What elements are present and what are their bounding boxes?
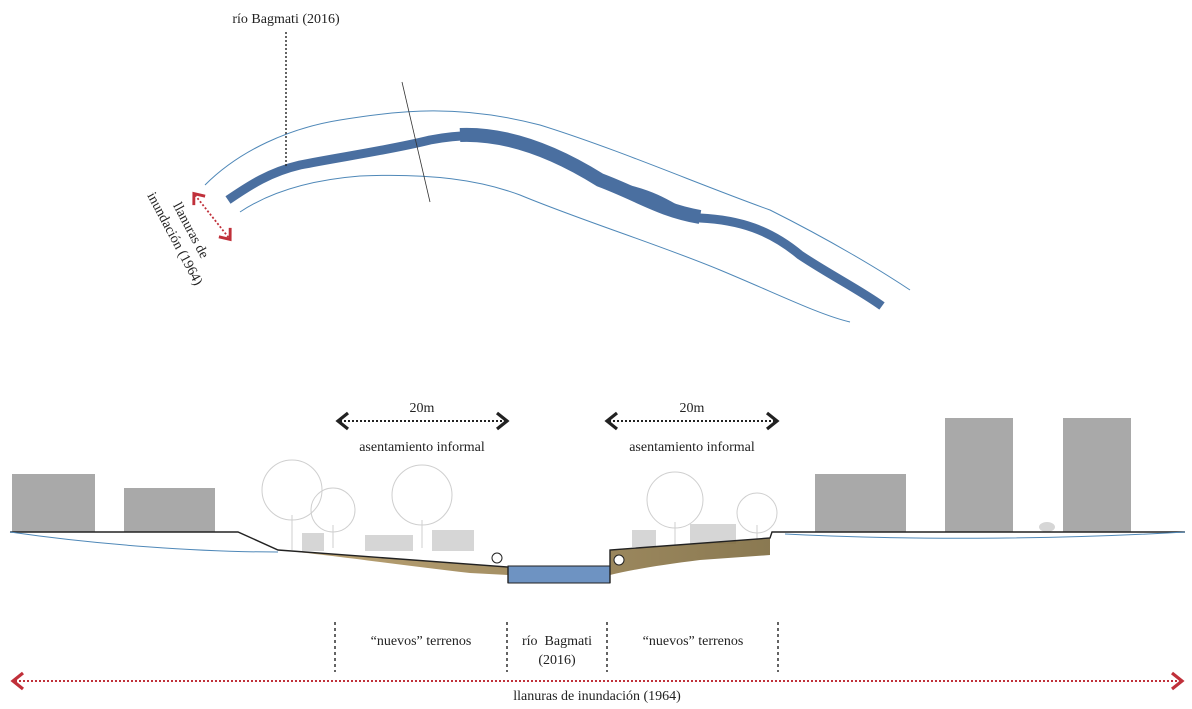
river-label: río Bagmati (2016) — [232, 12, 340, 27]
houses — [302, 522, 1055, 551]
trees — [261, 459, 778, 550]
section-cut — [401, 81, 431, 203]
zone-label: “nuevos” terrenos — [643, 634, 744, 649]
zone-label: “nuevos” terrenos — [371, 634, 472, 649]
plan: río Bagmati (2016) llanuras de inundació… — [143, 12, 911, 323]
floodplain-edge — [239, 174, 851, 323]
floodplain-arrow — [192, 191, 232, 242]
river-wide — [459, 127, 702, 224]
river-zone-label: río Bagmati — [522, 634, 592, 649]
ground — [10, 531, 1185, 583]
river-section — [507, 565, 611, 584]
section: 20m 20m asentamiento informal asentamien… — [9, 401, 1186, 704]
settlement-label: asentamiento informal — [359, 440, 485, 455]
floodplain-label: llanuras de inundación (1964) — [513, 689, 681, 704]
flood-line — [9, 531, 1186, 553]
floodplain-edge — [204, 110, 911, 291]
width-label: 20m — [680, 401, 705, 416]
river-zone-label: (2016) — [538, 653, 576, 668]
buildings — [12, 418, 1131, 532]
width-label: 20m — [410, 401, 435, 416]
zone-dividers — [334, 622, 779, 672]
settlement-label: asentamiento informal — [629, 440, 755, 455]
